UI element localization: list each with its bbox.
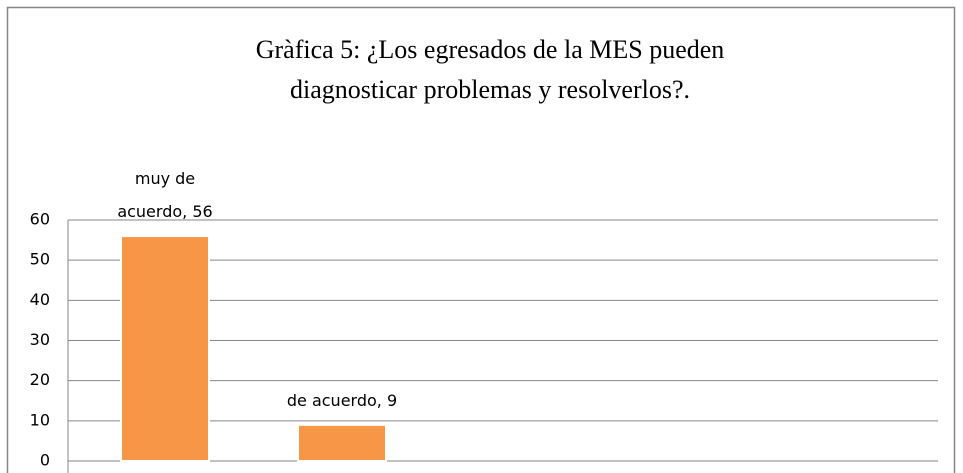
bar (297, 423, 387, 463)
data-label: muy de acuerdo, 56 (117, 169, 213, 222)
y-tick-label: 0 (40, 451, 50, 470)
y-tick-label: 50 (30, 250, 50, 269)
y-tick-label: 20 (30, 370, 50, 389)
chart-title: Gràfica 5: ¿Los egresados de la MES pued… (256, 35, 725, 64)
bar (120, 235, 210, 462)
y-tick-label: 10 (30, 410, 50, 429)
data-label: de acuerdo, 9 (286, 390, 398, 410)
y-tick-label: 40 (30, 290, 50, 309)
y-tick-label: 60 (30, 210, 50, 229)
y-tick-label: 30 (30, 330, 50, 349)
chart-title: diagnosticar problemas y resolverlos?. (290, 75, 690, 104)
